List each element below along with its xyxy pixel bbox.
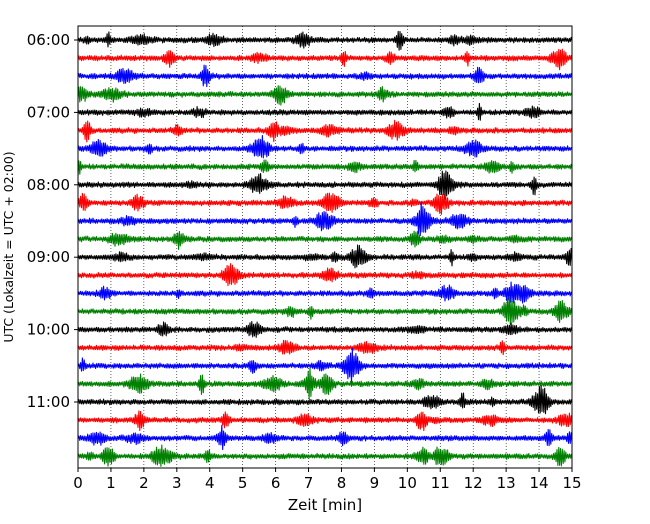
trace-1100 — [77, 385, 573, 415]
trace-0945 — [77, 295, 573, 325]
x-tick-label: 12 — [464, 474, 483, 492]
x-tick-label: 14 — [530, 474, 549, 492]
x-tick-label: 15 — [562, 474, 581, 492]
x-tick-label: 5 — [238, 474, 248, 492]
y-tick-label: 08:00 — [27, 176, 70, 194]
x-tick-label: 3 — [172, 474, 182, 492]
trace-0845 — [77, 230, 573, 250]
trace-0915 — [77, 263, 573, 287]
trace-1145 — [77, 444, 573, 467]
x-tick-label: 4 — [205, 474, 215, 492]
trace-0730 — [77, 134, 573, 159]
trace-1015 — [77, 339, 573, 356]
trace-1030 — [77, 347, 573, 384]
x-tick-label: 13 — [497, 474, 516, 492]
x-tick-label: 1 — [106, 474, 116, 492]
trace-0645 — [77, 85, 573, 106]
x-tick-label: 7 — [304, 474, 314, 492]
trace-0700 — [77, 102, 573, 121]
x-tick-label: 9 — [370, 474, 380, 492]
trace-0800 — [77, 170, 573, 201]
x-tick-label: 8 — [337, 474, 347, 492]
y-tick-label: 09:00 — [27, 248, 70, 266]
trace-0615 — [77, 48, 573, 71]
trace-1045 — [77, 367, 573, 400]
trace-1000 — [77, 321, 573, 338]
x-tick-label: 2 — [139, 474, 149, 492]
x-tick-label: 6 — [271, 474, 281, 492]
y-axis-ticks: 06:00 07:00 08:00 09:00 10:00 11:00 — [27, 31, 78, 411]
trace-0745 — [77, 159, 573, 176]
y-tick-label: 10:00 — [27, 321, 70, 339]
x-axis-ticks: 0 1 2 3 4 5 6 7 8 9 10 11 12 13 14 15 — [73, 468, 582, 492]
plot-frame — [77, 25, 573, 469]
y-tick-label: 07:00 — [27, 103, 70, 121]
trace-0815 — [77, 192, 573, 215]
trace-1115 — [77, 410, 573, 432]
y-axis-label: UTC (Lokalzeit = UTC + 02:00) — [1, 151, 16, 342]
trace-layer — [77, 30, 573, 467]
trace-0715 — [77, 119, 573, 143]
trace-1130 — [77, 424, 573, 451]
trace-0630 — [77, 64, 573, 88]
trace-0830 — [77, 201, 573, 237]
trace-0930 — [77, 281, 573, 304]
y-tick-label: 06:00 — [27, 31, 70, 49]
x-tick-label: 10 — [398, 474, 417, 492]
x-axis-label: Zeit [min] — [288, 496, 362, 514]
trace-0600 — [77, 30, 573, 51]
trace-0900 — [77, 244, 573, 269]
x-tick-label: 0 — [73, 474, 83, 492]
x-tick-label: 11 — [431, 474, 450, 492]
y-tick-label: 11:00 — [27, 393, 70, 411]
